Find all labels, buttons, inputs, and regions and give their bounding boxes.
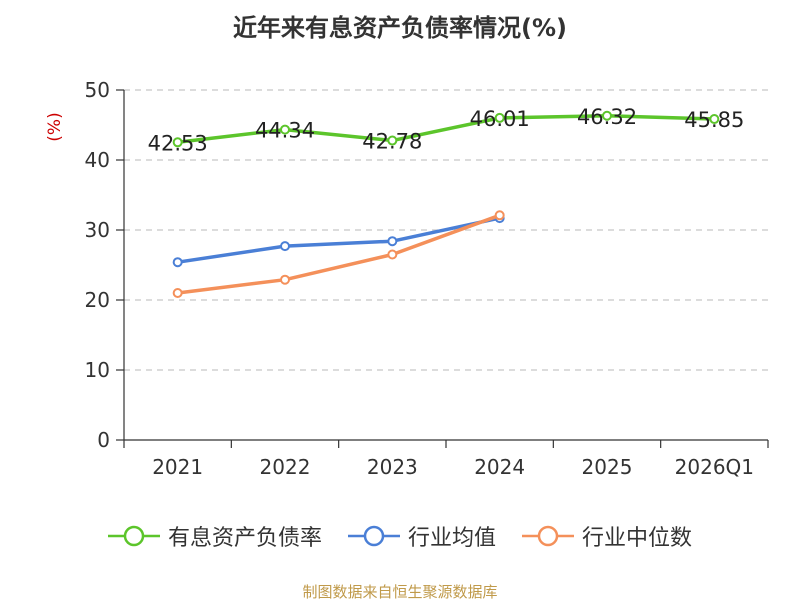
legend-item[interactable]: 行业中位数	[522, 520, 692, 552]
y-tick-label: 20	[85, 288, 110, 312]
chart-title: 近年来有息资产负债率情况(%)	[233, 14, 567, 42]
legend-swatch-icon	[347, 525, 400, 547]
x-tick-label: 2024	[474, 455, 525, 479]
data-labels: 42.53 44.34 42.78 46.01 46.32 45.85	[148, 105, 745, 156]
legend-item[interactable]: 行业均值	[347, 520, 496, 552]
legend-swatch-icon	[522, 525, 574, 547]
data-point	[280, 241, 290, 252]
series-line	[177, 213, 501, 295]
series-line	[177, 114, 715, 145]
data-point	[172, 257, 183, 268]
x-tick-label: 2025	[582, 455, 633, 479]
legend-label: 有息资产负债率	[167, 526, 322, 551]
data-label: 44.34	[255, 119, 315, 143]
data-point	[494, 112, 505, 123]
data-label: 46.32	[577, 105, 637, 129]
data-label: 46.01	[470, 107, 530, 131]
y-tick-label: 10	[85, 358, 110, 382]
source-note: 制图数据来自恒生聚源数据库	[302, 583, 498, 601]
legend-label: 行业均值	[407, 526, 496, 551]
legend-label: 行业中位数	[582, 526, 693, 551]
y-tick-label: 30	[85, 218, 110, 242]
legend-swatch-icon	[107, 525, 160, 547]
data-label: 45.85	[684, 108, 744, 132]
x-tick-label: 2023	[367, 455, 418, 479]
y-tick-label: 40	[85, 148, 110, 172]
series-line	[177, 216, 501, 264]
legend-item[interactable]: 有息资产负债率	[107, 520, 322, 552]
data-point	[172, 137, 183, 148]
data-point	[494, 210, 505, 221]
y-tick-label: 0	[97, 428, 110, 452]
legend: 有息资产负债率 行业均值 行业中位数	[0, 520, 800, 552]
data-point	[387, 236, 398, 247]
data-point	[280, 124, 290, 135]
data-point	[602, 110, 612, 121]
data-label: 42.78	[362, 130, 422, 154]
data-point	[387, 249, 398, 260]
y-tick-label: 50	[85, 78, 110, 102]
x-tick-label: 2022	[260, 455, 311, 479]
x-tick-label: 2021	[152, 455, 203, 479]
y-axis-label: (%)	[45, 112, 65, 141]
data-point	[709, 114, 720, 125]
data-point	[172, 288, 183, 298]
series-lines	[172, 110, 720, 298]
data-point	[387, 135, 398, 146]
axes: 0 10 20 30 40 50 2021 2022 2023 2024 2025 2026Q1	[85, 78, 769, 479]
x-tick-label: 2026Q1	[675, 455, 754, 479]
data-point	[280, 274, 290, 285]
data-label: 42.53	[148, 131, 208, 155]
